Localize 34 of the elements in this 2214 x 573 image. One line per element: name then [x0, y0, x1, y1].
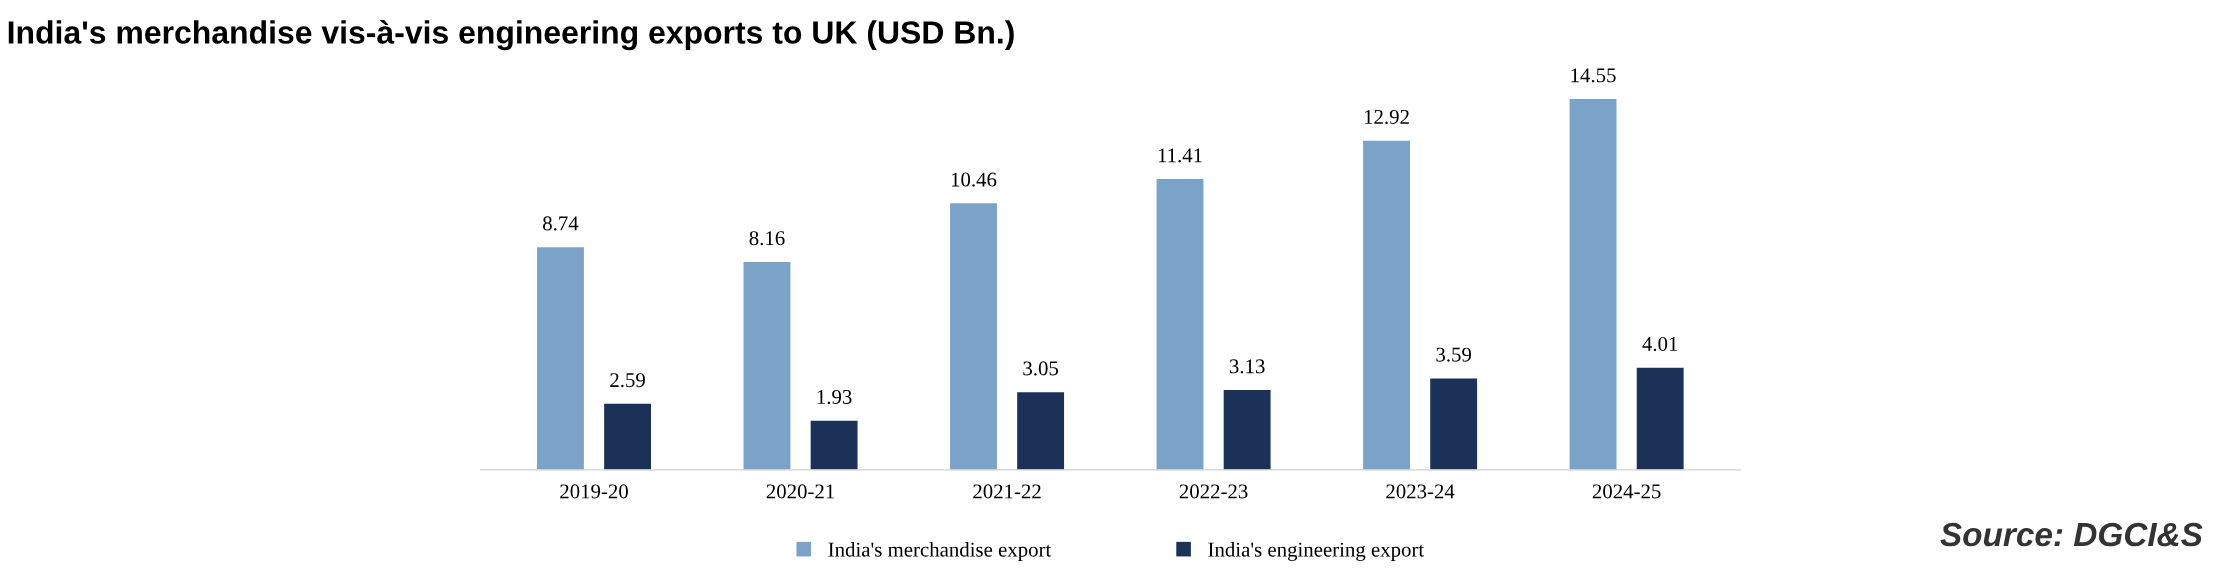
data-label: 8.16 — [749, 231, 785, 246]
x-tick-label: 2020-21 — [766, 484, 835, 499]
data-label: 12.92 — [1364, 109, 1409, 124]
legend-label: India's merchandise export — [828, 542, 1052, 561]
data-label: 8.74 — [543, 216, 579, 231]
data-label: 3.59 — [1436, 347, 1472, 362]
data-label: 14.55 — [1571, 68, 1616, 83]
bar — [1017, 392, 1065, 470]
data-label: 1.93 — [817, 389, 852, 405]
bar — [743, 261, 791, 470]
data-label: 10.46 — [951, 172, 997, 187]
bar — [1430, 378, 1478, 470]
bar — [1569, 99, 1617, 470]
x-tick-label: 2024-25 — [1592, 484, 1661, 499]
x-tick-label: 2021-22 — [973, 484, 1041, 499]
data-label: 3.05 — [1023, 361, 1059, 376]
source-note: Source: DGCI&S — [1940, 522, 2203, 547]
x-tick-label: 2022-23 — [1179, 484, 1248, 499]
bar — [537, 247, 584, 470]
data-label: 4.01 — [1642, 336, 1678, 352]
bar — [1156, 179, 1204, 470]
bar — [604, 403, 652, 470]
legend-label: India's engineering export — [1208, 542, 1425, 561]
chart-title: India's merchandise vis-à-vis engineering exports to UK (USD Bn.) — [8, 20, 1014, 51]
x-tick-label: 2019-20 — [560, 484, 628, 499]
bar — [1363, 140, 1410, 470]
data-label: 11.41 — [1158, 148, 1202, 163]
bar — [1223, 390, 1271, 470]
x-tick-label: 2023-24 — [1386, 484, 1455, 499]
data-label: 3.13 — [1229, 359, 1265, 374]
data-label: 2.59 — [610, 373, 645, 388]
bar — [810, 420, 858, 470]
bar — [1636, 367, 1684, 470]
bar — [950, 203, 997, 470]
